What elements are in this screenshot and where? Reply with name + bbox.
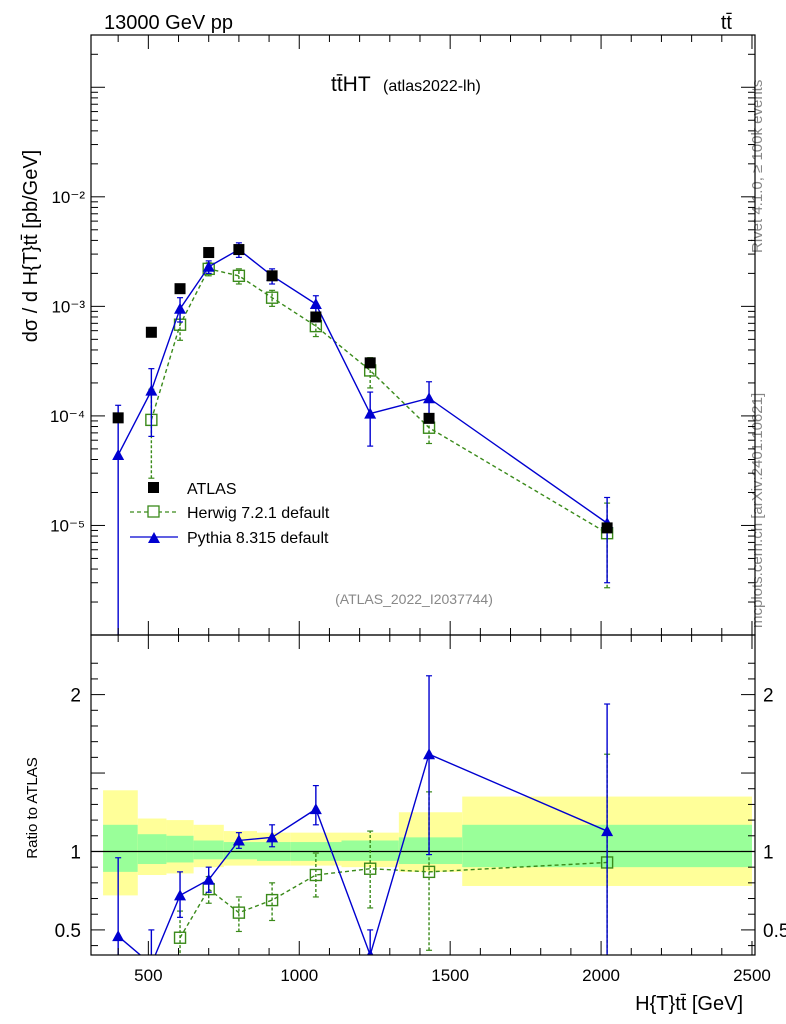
ratio-herwig-point bbox=[309, 868, 323, 882]
main-atlas-point bbox=[423, 412, 435, 424]
main-atlas-point bbox=[233, 244, 245, 256]
main-herwig-line bbox=[150, 268, 608, 534]
main-pythia-point bbox=[364, 407, 377, 419]
main-pythia-series bbox=[112, 242, 614, 635]
main-atlas-point bbox=[112, 412, 124, 424]
main-atlas-series bbox=[112, 244, 613, 534]
ratio-band-inner bbox=[223, 842, 257, 860]
main-axes: 10⁻⁵ 10⁻⁴ 10⁻³ 10⁻² bbox=[50, 35, 755, 636]
plot-subtitle: (atlas2022-lh) bbox=[383, 78, 481, 95]
main-atlas-point bbox=[145, 326, 157, 338]
ratio-band-inner bbox=[166, 835, 194, 863]
ratio-pythia-point bbox=[309, 803, 322, 815]
ratio-pythia-point bbox=[366, 949, 374, 955]
ratio-pythia-line bbox=[117, 753, 608, 955]
ratio-marks bbox=[112, 675, 614, 955]
main-y-tick-label: 10⁻⁵ bbox=[50, 516, 85, 535]
ratio-y-axis-title: Ratio to ATLAS bbox=[24, 757, 41, 858]
main-pythia-point bbox=[112, 448, 125, 460]
main-atlas-point bbox=[174, 283, 186, 295]
ratio-pythia-point bbox=[266, 831, 279, 843]
process-label: tt̄ bbox=[721, 12, 733, 34]
ratio-pythia-point bbox=[232, 834, 245, 846]
legend: ATLAS Herwig 7.2.1 default Pythia 8.315 … bbox=[130, 481, 330, 547]
ratio-y-tick-label: 0.5 bbox=[55, 921, 81, 942]
ratio-herwig-point bbox=[173, 931, 187, 944]
ratio-y-tick-label: 1 bbox=[70, 842, 81, 863]
main-herwig-point bbox=[232, 269, 246, 283]
main-pythia-point bbox=[309, 298, 322, 310]
ratio-pythia-point bbox=[112, 930, 125, 942]
legend-atlas-marker bbox=[148, 482, 159, 493]
x-tick-label: 1500 bbox=[431, 966, 469, 985]
rivet-label: Rivet 4.1.0, ≥ 100k events bbox=[749, 80, 766, 253]
main-y-tick-label: 10⁻³ bbox=[51, 297, 85, 316]
main-pythia-point bbox=[174, 302, 187, 314]
main-atlas-point bbox=[266, 270, 278, 282]
x-tick-label: 1000 bbox=[280, 966, 318, 985]
x-tick-label: 500 bbox=[134, 966, 162, 985]
mcplots-label: mcplots.cern.ch [arXiv:2401.10621] bbox=[749, 393, 766, 628]
main-pythia-line bbox=[117, 248, 608, 524]
ratio-herwig-point bbox=[422, 865, 436, 879]
ratio-pythia-point bbox=[601, 825, 614, 837]
main-atlas-point bbox=[203, 247, 215, 259]
main-atlas-point bbox=[601, 522, 613, 534]
main-panel: 10⁻⁵ 10⁻⁴ 10⁻³ 10⁻² bbox=[50, 34, 756, 636]
ratio-y-tick-label-right: 0.5 bbox=[763, 921, 786, 942]
main-atlas-point bbox=[310, 311, 322, 323]
ratio-panel: 500 1000 1500 2000 2500 0.5 0.5 1 1 2 2 bbox=[55, 634, 786, 985]
main-pythia-point bbox=[202, 260, 215, 272]
ratio-y-tick-label: 2 bbox=[70, 686, 81, 707]
legend-pythia-marker bbox=[148, 532, 160, 543]
ratio-pythia-point bbox=[174, 889, 187, 901]
main-y-tick-label: 10⁻⁴ bbox=[50, 407, 85, 426]
main-herwig-point bbox=[422, 421, 436, 434]
main-herwig-point bbox=[265, 291, 279, 304]
x-axis-title: H{T}tt̄ [GeV] bbox=[635, 993, 743, 1015]
ratio-band-inner bbox=[137, 834, 167, 865]
ratio-axes: 500 1000 1500 2000 2500 0.5 0.5 1 1 2 2 bbox=[55, 635, 786, 985]
main-pythia-point bbox=[145, 384, 158, 396]
main-atlas-point bbox=[364, 357, 376, 369]
analysis-id: (ATLAS_2022_I2037744) bbox=[335, 591, 493, 607]
x-tick-label: 2000 bbox=[582, 966, 620, 985]
ratio-herwig-point bbox=[232, 906, 246, 919]
ratio-band-inner bbox=[193, 840, 224, 860]
ratio-pythia-series bbox=[112, 675, 614, 955]
ratio-pythia-point bbox=[202, 873, 215, 885]
ratio-band-inner bbox=[103, 824, 138, 872]
ratio-y-tick-label-right: 1 bbox=[763, 842, 774, 863]
x-tick-label: 2500 bbox=[733, 966, 771, 985]
main-pythia-point bbox=[423, 392, 436, 404]
ratio-herwig-point bbox=[363, 862, 377, 875]
plot-title: tt̄HT bbox=[331, 73, 371, 96]
legend-herwig-label: Herwig 7.2.1 default bbox=[187, 505, 330, 522]
main-y-axis-title: dσ / d H{T}tt̄ [pb/GeV] bbox=[20, 150, 42, 342]
ratio-bands bbox=[91, 790, 755, 896]
legend-atlas-label: ATLAS bbox=[187, 481, 237, 498]
ratio-y-tick-label-right: 2 bbox=[763, 686, 774, 707]
legend-pythia-label: Pythia 8.315 default bbox=[187, 530, 329, 547]
ratio-herwig-point bbox=[265, 893, 279, 907]
energy-label: 13000 GeV pp bbox=[104, 12, 233, 34]
ratio-frame bbox=[90, 634, 756, 956]
main-marks bbox=[112, 242, 614, 635]
legend-herwig-marker bbox=[147, 505, 160, 518]
ratio-pythia-point bbox=[423, 748, 436, 760]
ratio-herwig-line bbox=[179, 861, 608, 939]
main-y-tick-label: 10⁻² bbox=[51, 188, 85, 207]
ratio-band-inner bbox=[398, 837, 463, 865]
